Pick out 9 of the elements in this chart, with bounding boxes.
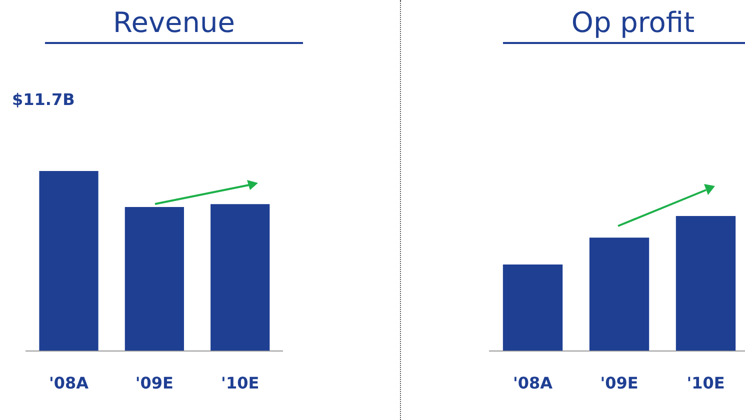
x-tick-label: '08A (513, 374, 554, 393)
x-tick-label: '09E (600, 374, 638, 393)
chart-title: Revenue (45, 4, 303, 44)
x-tick-label: '09E (135, 374, 174, 393)
x-tick-label: '10E (221, 374, 260, 393)
chart-title: Op profit (503, 4, 745, 44)
x-tick-label: '08A (48, 374, 90, 393)
x-tick-label: '10E (686, 374, 725, 393)
text: $11.7B (12, 90, 75, 109)
